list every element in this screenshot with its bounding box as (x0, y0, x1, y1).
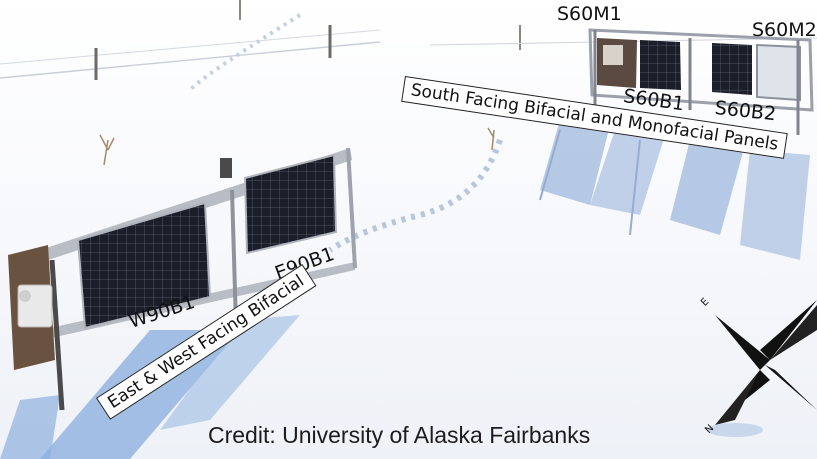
label-s60m1: S60M1 (557, 3, 622, 25)
compass-rose (715, 300, 817, 425)
array-shadows (539, 120, 810, 260)
south-array (588, 28, 814, 135)
label-s60m2: S60M2 (752, 19, 817, 41)
fence (0, 0, 817, 80)
photo-credit: Credit: University of Alaska Fairbanks (208, 422, 591, 448)
